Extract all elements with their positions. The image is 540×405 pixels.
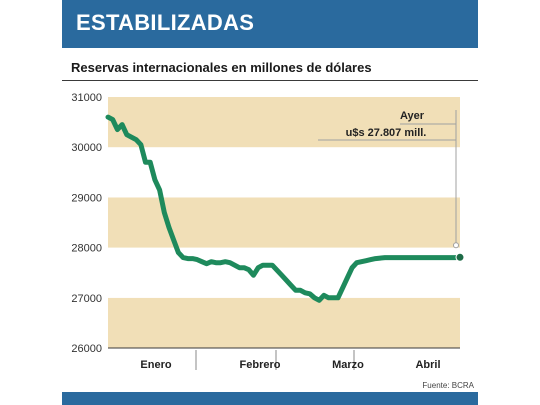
annotation-label: Ayer xyxy=(400,110,425,122)
x-tick-label: Marzo xyxy=(332,359,364,371)
y-tick-label: 26000 xyxy=(71,343,102,355)
chart-subtitle: Reservas internacionales en millones de … xyxy=(71,60,372,75)
endpoint-marker xyxy=(455,252,465,262)
annotation-dot xyxy=(453,242,459,249)
x-tick-label: Abril xyxy=(415,359,440,371)
header-title: ESTABILIZADAS xyxy=(76,10,255,35)
grid-band xyxy=(108,97,460,148)
x-tick-label: Febrero xyxy=(240,359,281,371)
y-tick-label: 31000 xyxy=(71,92,102,104)
y-tick-label: 30000 xyxy=(71,142,102,154)
annotation-value: u$s 27.807 mill. xyxy=(346,127,427,139)
y-tick-label: 27000 xyxy=(71,293,102,305)
grid-band xyxy=(108,297,460,348)
y-tick-label: 28000 xyxy=(71,243,102,255)
footer-bar xyxy=(62,392,478,405)
y-tick-label: 29000 xyxy=(71,192,102,204)
subtitle-rule xyxy=(62,80,478,81)
grid-band xyxy=(108,147,460,198)
series-line-reservas xyxy=(105,114,463,303)
source-note: Fuente: BCRA xyxy=(422,381,474,390)
x-tick-label: Enero xyxy=(140,359,171,371)
header-banner: ESTABILIZADAS xyxy=(62,0,478,48)
